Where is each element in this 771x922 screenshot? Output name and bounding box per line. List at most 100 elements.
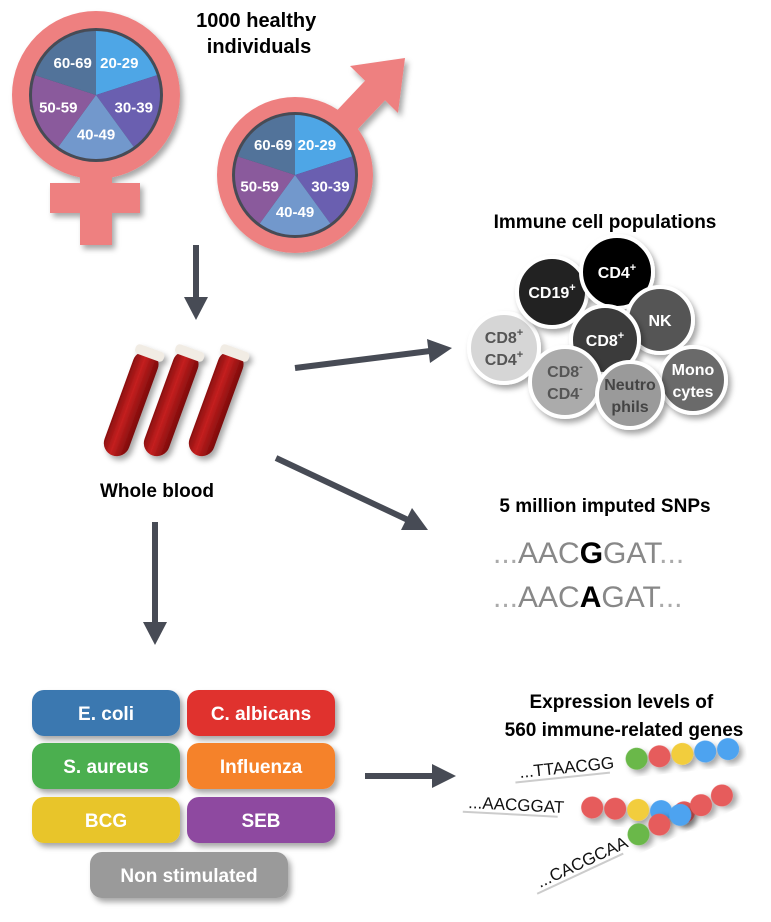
snp-ellipsis: ...: [493, 581, 518, 614]
snp-flank: GAT: [601, 581, 660, 614]
expression-bead: [694, 740, 717, 763]
cell-label: Mono: [672, 362, 715, 379]
cell-label: CD8+: [586, 330, 624, 350]
expression-bead: [669, 803, 692, 826]
stimulus-box: [32, 797, 180, 843]
stimulus-s-aureus: S. aureus: [32, 743, 180, 789]
arrow-blood-to-cells: [294, 339, 452, 371]
cell-label: cytes: [673, 384, 714, 401]
stimulus-label: Non stimulated: [120, 866, 257, 887]
pie-slice: [295, 115, 353, 175]
snps-title: 5 million imputed SNPs: [499, 496, 710, 517]
cell-circle: [595, 360, 665, 430]
age-group-label: 40-49: [77, 127, 115, 144]
stimulus-label: C. albicans: [211, 704, 311, 725]
stimulus-box: [90, 852, 288, 898]
cell-label: phils: [611, 399, 648, 416]
snp-flank: GAT: [603, 537, 662, 570]
sequence-line: [462, 810, 558, 818]
expression-bead: [671, 742, 694, 765]
cell-circle: [528, 345, 602, 419]
stimulus-box: [32, 690, 180, 736]
snp-ellipsis: ...: [658, 581, 683, 614]
cell-label: Neutro: [604, 377, 656, 394]
cell-circle: [658, 345, 728, 415]
stimulus-label: E. coli: [78, 704, 134, 725]
arrow-blood-to-snps: [274, 455, 428, 530]
expression-bead: [690, 794, 713, 817]
age-group-label: 30-39: [311, 178, 349, 195]
whole-blood-label: Whole blood: [100, 481, 214, 502]
stimulus-box: [187, 797, 335, 843]
cell-label: CD8-: [547, 361, 583, 381]
cell-circle: [467, 311, 541, 385]
pie-slice: [259, 175, 331, 236]
expression-sequence: ...TTAACGG: [515, 738, 740, 784]
pie-slice: [96, 31, 157, 95]
immune-cell-cluster: CD8+CD4+CD19+CD4+NKCD8+CD8-CD4-Monocytes…: [467, 234, 728, 430]
snp-allele: G: [580, 537, 603, 570]
expression-bead: [648, 813, 671, 836]
cell-label: CD8+: [485, 327, 523, 347]
stimulus-non-stimulated: Non stimulated: [90, 852, 288, 898]
age-group-label: 60-69: [53, 55, 91, 72]
expression-bead: [648, 745, 671, 768]
arrow-cohort-to-blood: [184, 245, 208, 320]
age-group-label: 40-49: [276, 204, 314, 221]
arrow-blood-to-stimuli: [143, 522, 167, 645]
pie-slice: [58, 95, 134, 159]
pie-slice: [96, 75, 161, 147]
immune-cell: CD8+CD4+: [467, 311, 541, 385]
stimulus-label: BCG: [85, 811, 127, 832]
cell-label: CD4+: [485, 349, 523, 369]
cell-label-sup: -: [579, 383, 583, 395]
immune-cell: CD8-CD4-: [528, 345, 602, 419]
cell-label: CD4-: [547, 383, 583, 403]
snp-flank: AAC: [518, 537, 580, 570]
stimulus-box: [187, 743, 335, 789]
stimulus-c-albicans: C. albicans: [187, 690, 335, 736]
pie-slice: [35, 31, 96, 95]
snp-ellipsis: ...: [659, 537, 684, 570]
snp-ellipsis: ...: [493, 537, 518, 570]
stimulus-bcg: BCG: [32, 797, 180, 843]
stimulus-e-coli: E. coli: [32, 690, 180, 736]
expression-bead: [717, 738, 740, 761]
stimulus-box: [187, 690, 335, 736]
arrows: [143, 245, 456, 788]
snp-sequence: ...AACGGAT...: [493, 537, 684, 570]
cell-label-sup: -: [579, 361, 583, 373]
expression-bead: [581, 796, 604, 819]
age-group-label: 60-69: [254, 137, 292, 154]
snp-sequence: ...AACAGAT...: [493, 581, 683, 614]
cell-label-sup: +: [618, 330, 624, 342]
pie-slice: [295, 156, 355, 224]
cell-label: NK: [648, 313, 672, 330]
age-group-label: 20-29: [100, 55, 138, 72]
stimulus-influenza: Influenza: [187, 743, 335, 789]
immune-cell: CD19+: [515, 255, 589, 329]
expression-sequences: ...TTAACGG...AACGGAT...CACGCAA: [462, 738, 740, 895]
cell-label-sup: +: [569, 282, 575, 294]
age-group-label: 50-59: [39, 99, 77, 116]
arrow-stimuli-to-expression: [365, 764, 456, 788]
stimulus-label: S. aureus: [63, 757, 149, 778]
snp-allele: A: [580, 581, 602, 614]
cell-label-sup: +: [630, 262, 636, 274]
stimuli-grid: E. coli C. albicans S. aureus Influenza BCG S…: [32, 690, 335, 898]
cell-label: CD19+: [528, 282, 575, 302]
expression-title: Expression levels of 560 immune-related …: [505, 692, 744, 741]
expression-bead: [625, 747, 648, 770]
male-age-pie: 20-29 30-39 40-49 50-59 60-69: [232, 112, 358, 238]
expression-bead: [710, 784, 733, 807]
age-group-label: 30-39: [115, 99, 153, 116]
pie-slice: [32, 75, 96, 147]
immune-cell: Mono cytes: [658, 345, 728, 415]
immune-cell: Neutro phils: [595, 360, 665, 430]
expression-bead: [627, 823, 650, 846]
sequence-text: ...CACGCAA: [534, 833, 632, 892]
expression-bead: [604, 797, 627, 820]
blood-tubes-icon: [103, 344, 250, 457]
